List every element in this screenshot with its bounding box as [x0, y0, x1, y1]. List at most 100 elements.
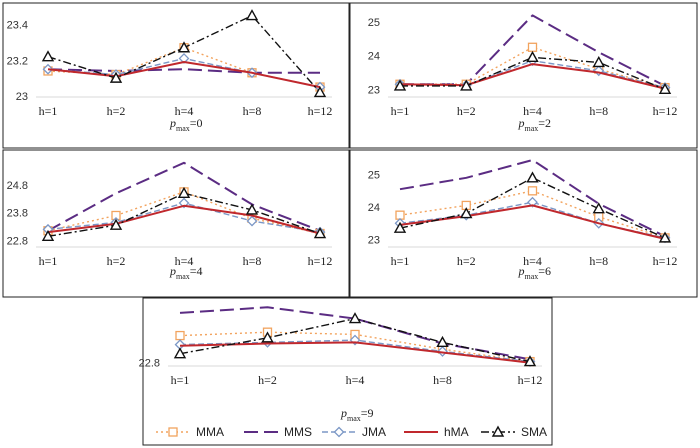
- series-mms-line: [47, 68, 320, 74]
- panel-caption: pmax=2: [518, 116, 552, 133]
- panel-pmax-6: 23 24 25 h=1 h=2 h=4 h=8 h=12 pmax=6: [349, 149, 698, 298]
- caption-p: p: [340, 406, 347, 420]
- y-tick-label: 25: [368, 170, 380, 182]
- jma-point: [527, 196, 538, 208]
- sma-point: [177, 186, 191, 198]
- sma-point: [261, 331, 274, 343]
- panel-pmax-4: 22.8 23.8 24.8 h=1 h=2 h=4 h=8 h=12 pmax=4: [2, 149, 350, 298]
- x-tick-label: h=1: [171, 373, 190, 387]
- sma-point: [592, 202, 605, 214]
- x-tick-label: h=2: [258, 373, 277, 387]
- legend-sma-label: SMA: [521, 425, 547, 439]
- y-tick-label: 23: [16, 91, 28, 103]
- sma-point: [460, 207, 473, 219]
- mma-point: [175, 330, 185, 341]
- caption-p: p: [169, 116, 176, 130]
- sma-point: [523, 355, 537, 367]
- sma-point: [436, 335, 449, 348]
- x-tick-label: h=8: [589, 254, 608, 268]
- series-hma-line: [47, 61, 321, 89]
- caption-subscript: max: [176, 272, 190, 281]
- x-tick-label: h=12: [653, 104, 678, 118]
- sma-point: [658, 231, 672, 243]
- x-tick-label: h=1: [39, 254, 58, 268]
- panel-border: [2, 149, 350, 298]
- x-tick-label: h=4: [175, 104, 194, 118]
- y-tick-label: 23.4: [7, 20, 28, 32]
- x-tick-label: h=8: [433, 373, 452, 387]
- x-tick-label: h=1: [391, 254, 410, 268]
- jma-point: [246, 215, 258, 227]
- caption-p: p: [518, 264, 525, 278]
- series-mms-line: [399, 159, 666, 238]
- panel-pmax-2: 23 24 25 h=1 h=2 h=4 h=8 h=12 pmax=2: [349, 2, 698, 149]
- sma-point: [526, 171, 539, 183]
- y-tick-label: 23: [368, 84, 380, 96]
- x-tick-label: h=8: [243, 104, 262, 118]
- panel-caption: pmax=0: [169, 116, 203, 133]
- x-tick-label: h=1: [39, 104, 58, 118]
- caption-value: =0: [190, 116, 203, 130]
- legend-sma-marker: [491, 425, 505, 437]
- sma-point: [592, 55, 605, 68]
- legend-jma-label: JMA: [362, 425, 386, 439]
- y-tick-label: 24.8: [7, 180, 28, 192]
- series-sma-line: [400, 56, 666, 90]
- sma-point: [177, 41, 191, 53]
- series-hma-line: [399, 204, 666, 240]
- y-tick-label: 23.2: [7, 55, 28, 67]
- mma-point: [527, 186, 538, 196]
- sma-point: [109, 71, 123, 83]
- series-hma-line: [47, 204, 321, 235]
- legend-jma-marker: [333, 426, 345, 438]
- y-tick-label: 25: [368, 17, 380, 29]
- x-tick-label: h=2: [107, 254, 126, 268]
- y-tick-label: 22.8: [7, 235, 28, 247]
- x-tick-label: h=4: [175, 254, 194, 268]
- caption-value: =4: [190, 264, 203, 278]
- caption-subscript: max: [525, 124, 539, 133]
- sma-point: [348, 312, 362, 324]
- series-sma-line: [399, 177, 666, 239]
- panel-caption: pmax=6: [518, 264, 552, 281]
- caption-subscript: max: [525, 272, 539, 281]
- sma-point: [41, 50, 55, 62]
- x-tick-label: h=12: [308, 254, 333, 268]
- sma-point: [526, 50, 539, 63]
- sma-point: [245, 203, 259, 215]
- panel-border: [2, 2, 350, 149]
- x-tick-label: h=4: [346, 373, 365, 387]
- x-tick-label: h=12: [518, 373, 543, 387]
- series-hma-line: [179, 341, 531, 364]
- caption-subscript: max: [176, 124, 190, 133]
- panel-border: [349, 2, 698, 149]
- mma-point: [527, 42, 538, 52]
- caption-subscript: max: [347, 414, 361, 423]
- x-tick-label: h=2: [457, 254, 476, 268]
- x-tick-label: h=2: [107, 104, 126, 118]
- x-tick-label: h=8: [243, 254, 262, 268]
- sma-point: [658, 82, 672, 94]
- legend-mms-label: MMS: [284, 425, 312, 439]
- sma-point: [313, 227, 327, 239]
- panel-pmax-9: 22.8 h=1 h=2 h=4 h=8 h=12 pmax=9: [139, 297, 553, 446]
- caption-value: =9: [361, 406, 374, 420]
- panel-pmax-0: 23 23.2 23.4 h=1 h=2 h=4 h=8 h=12 pmax=0: [2, 2, 350, 149]
- y-tick-label: 22.8: [139, 358, 160, 370]
- sma-point: [173, 347, 187, 359]
- sma-point: [313, 85, 327, 98]
- x-tick-label: h=1: [391, 104, 410, 118]
- panel-border: [142, 297, 553, 446]
- caption-value: =6: [538, 264, 551, 278]
- x-tick-label: h=4: [523, 254, 542, 268]
- series-mms-line: [47, 161, 321, 232]
- caption-value: =2: [538, 116, 551, 130]
- y-tick-label: 23: [368, 235, 380, 247]
- sma-point: [460, 79, 473, 91]
- panel-caption: pmax=9: [340, 406, 374, 423]
- x-tick-label: h=12: [653, 254, 678, 268]
- y-tick-label: 24: [368, 51, 380, 63]
- series-hma-line: [399, 63, 666, 90]
- legend-mma-label: MMA: [196, 425, 224, 439]
- x-tick-label: h=12: [308, 104, 333, 118]
